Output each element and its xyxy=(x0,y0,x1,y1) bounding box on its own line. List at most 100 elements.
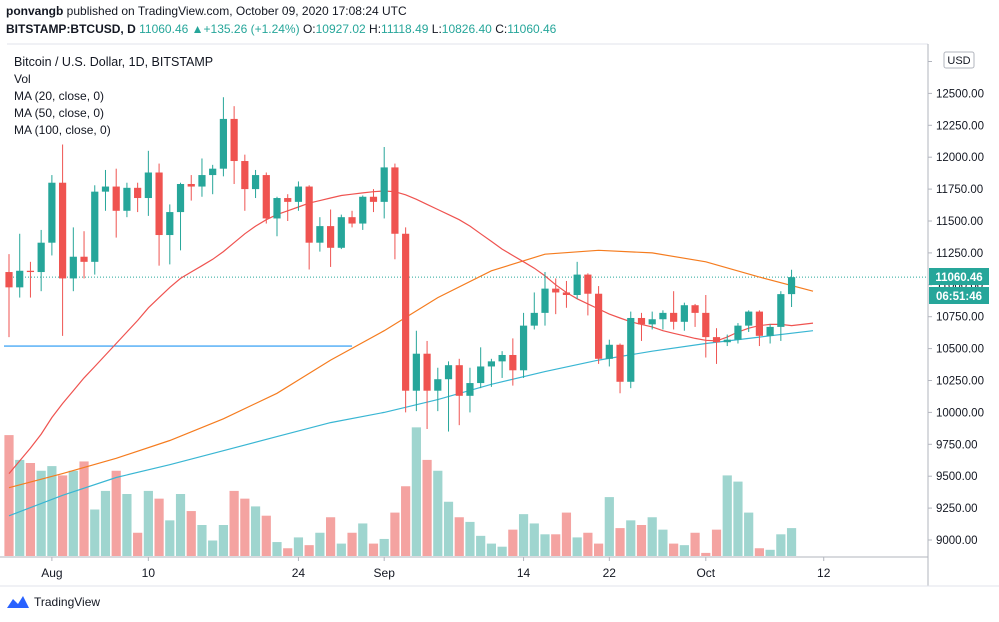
ma20-line xyxy=(8,190,814,474)
candle xyxy=(123,182,131,218)
legend-volume[interactable]: Vol xyxy=(14,72,31,86)
candle xyxy=(187,175,195,201)
currency-badge[interactable]: USD xyxy=(943,51,975,69)
candle-body xyxy=(412,353,420,391)
volume-bar xyxy=(733,481,743,556)
volume-bar xyxy=(636,525,647,556)
candle-body xyxy=(59,182,67,279)
high-value: 11118.49 xyxy=(381,22,429,36)
countdown-tag: 06:51:46 xyxy=(929,287,989,304)
volume-bar xyxy=(358,523,368,556)
candle-body xyxy=(734,325,742,340)
volume-bar xyxy=(293,537,304,556)
candle xyxy=(209,164,217,195)
candle-body xyxy=(273,198,281,219)
candle xyxy=(359,195,367,230)
candle-body xyxy=(187,183,195,187)
price-tick-label: 11250.00 xyxy=(936,248,983,260)
volume-bar xyxy=(497,546,507,556)
close-label: C: xyxy=(495,22,508,36)
volume-bar xyxy=(626,520,636,556)
moving-averages xyxy=(8,190,814,517)
chart-legend: Bitcoin / U.S. Dollar, 1D, BITSTAMP Vol … xyxy=(14,54,213,139)
author-name[interactable]: ponvangb xyxy=(6,4,64,18)
volume-bar xyxy=(154,498,164,556)
candle xyxy=(391,163,399,260)
candle-body xyxy=(509,354,517,371)
volume-bars xyxy=(4,427,797,556)
candle xyxy=(702,295,710,358)
low-value: 10826.40 xyxy=(441,22,492,36)
candle xyxy=(155,163,163,266)
volume-bar xyxy=(690,532,700,556)
volume-bar xyxy=(336,543,346,556)
candle xyxy=(562,280,571,308)
price-axis[interactable]: 9000.00 9250.00 9500.00 9750.00 10000.00 1025… xyxy=(928,61,984,548)
candle-body xyxy=(101,186,110,192)
candle xyxy=(166,204,174,265)
candle-body xyxy=(176,183,185,213)
volume-bar xyxy=(58,475,68,556)
legend-ma20[interactable]: MA (20, close, 0) xyxy=(14,89,105,103)
candle-body xyxy=(573,274,581,296)
candle-body xyxy=(294,186,303,202)
candle xyxy=(305,185,313,270)
volume-bar xyxy=(175,494,186,556)
ma50-line xyxy=(8,249,814,489)
open-label: O: xyxy=(302,22,316,36)
candle xyxy=(777,291,785,341)
candle-body xyxy=(659,312,667,320)
candle-body xyxy=(16,270,24,288)
candle xyxy=(680,302,688,331)
candle xyxy=(80,231,88,279)
volume-bar xyxy=(529,523,539,556)
high-label: H: xyxy=(369,22,382,36)
volume-bar xyxy=(722,475,732,556)
candle-body xyxy=(702,312,710,338)
candle-body xyxy=(305,186,313,243)
volume-bar xyxy=(508,529,518,556)
candle xyxy=(541,272,549,326)
candle xyxy=(380,146,388,219)
volume-bar xyxy=(25,463,36,556)
volume-bar xyxy=(36,470,46,556)
volume-bar xyxy=(229,490,239,556)
price-tick-label: 9250.00 xyxy=(936,503,978,515)
candle xyxy=(691,303,699,327)
candle-body xyxy=(26,270,35,273)
candle xyxy=(455,358,463,426)
candle xyxy=(48,175,56,256)
volume-bar xyxy=(100,490,111,556)
up-triangle-icon: ▲ xyxy=(191,22,204,36)
candle-body xyxy=(134,187,142,199)
volume-bar xyxy=(765,549,775,556)
candle xyxy=(5,254,13,338)
last-price-tag: 11060.46 xyxy=(929,268,989,285)
candle-body xyxy=(637,317,646,325)
candle xyxy=(487,358,495,387)
ma100-line xyxy=(8,330,814,517)
candle xyxy=(59,144,67,336)
time-axis[interactable]: Aug 10 24 Sep 14 22 Oct 12 xyxy=(41,557,831,580)
candle xyxy=(423,340,431,429)
volume-bar xyxy=(422,459,432,556)
volume-bar xyxy=(443,501,454,556)
volume-bar xyxy=(304,545,314,556)
legend-ma50[interactable]: MA (50, close, 0) xyxy=(14,106,105,120)
candle-body xyxy=(691,305,699,313)
volume-bar xyxy=(401,486,411,556)
tradingview-logo[interactable]: TradingView xyxy=(6,595,100,609)
candle xyxy=(316,217,324,252)
volume-bar xyxy=(744,512,754,556)
time-tick-label: 12 xyxy=(817,566,831,580)
legend-title: Bitcoin / U.S. Dollar, 1D, BITSTAMP xyxy=(14,55,214,69)
volume-bar xyxy=(111,470,121,556)
legend-ma100[interactable]: MA (100, close, 0) xyxy=(14,123,111,137)
candle-body xyxy=(112,186,120,211)
candle-body xyxy=(230,118,238,162)
publish-info: ponvangb published on TradingView.com, O… xyxy=(6,4,407,18)
candle-body xyxy=(123,187,131,211)
time-tick-label: 24 xyxy=(292,566,306,580)
volume-bar xyxy=(465,521,475,556)
